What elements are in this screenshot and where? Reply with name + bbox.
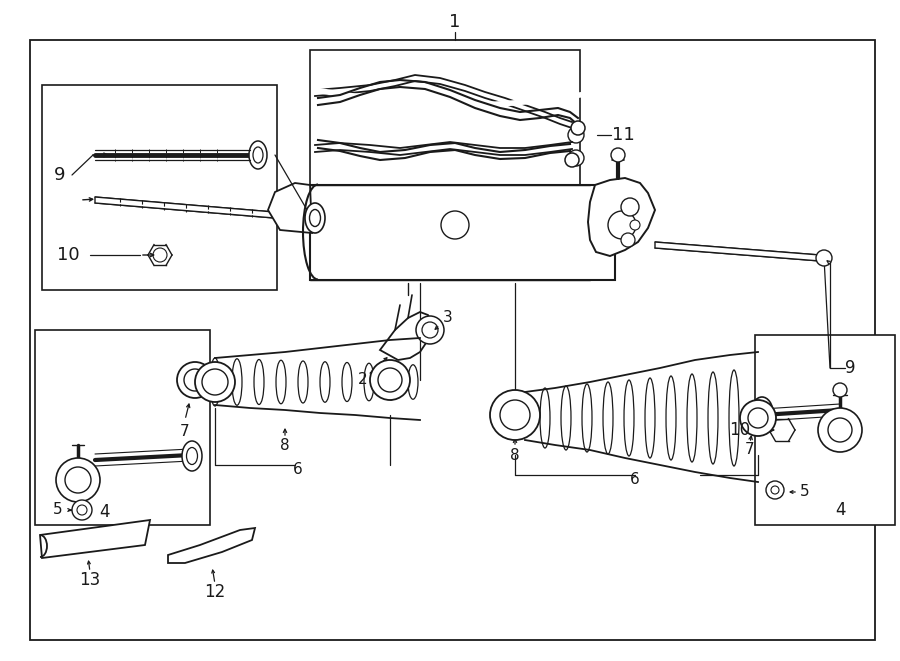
Polygon shape [40,520,150,558]
Ellipse shape [666,376,676,460]
Circle shape [490,390,540,440]
Circle shape [630,220,640,230]
Circle shape [177,362,213,398]
Text: 11: 11 [612,126,634,144]
Circle shape [416,316,444,344]
Bar [310,50,580,215]
Ellipse shape [320,362,330,403]
Ellipse shape [582,384,592,452]
Ellipse shape [729,370,739,466]
Ellipse shape [232,359,242,405]
Text: 5: 5 [53,502,63,518]
Polygon shape [380,312,432,360]
Circle shape [571,121,585,135]
Ellipse shape [298,361,308,403]
Text: 6: 6 [630,473,640,488]
Text: 8: 8 [280,438,290,453]
Bar [755,335,895,525]
Ellipse shape [276,360,286,404]
Bar [42,85,277,290]
Text: 9: 9 [54,166,66,184]
Ellipse shape [708,372,718,464]
Circle shape [568,150,584,166]
Polygon shape [268,183,312,233]
Ellipse shape [210,358,220,406]
Text: 4: 4 [835,501,845,519]
Circle shape [740,400,776,436]
Text: 9: 9 [845,359,856,377]
Text: 8: 8 [510,447,520,463]
Ellipse shape [561,386,571,450]
Text: 10: 10 [57,246,79,264]
Ellipse shape [408,365,418,399]
Ellipse shape [386,364,396,400]
Text: 1: 1 [449,13,461,31]
Circle shape [766,481,784,499]
Circle shape [441,211,469,239]
Circle shape [56,458,100,502]
Text: 5: 5 [800,485,810,500]
Circle shape [816,250,832,266]
Circle shape [608,211,636,239]
Polygon shape [168,528,255,563]
Ellipse shape [603,382,613,454]
Ellipse shape [540,388,550,448]
Text: 2: 2 [358,373,368,387]
Ellipse shape [624,380,634,456]
Text: 7: 7 [745,442,755,457]
Text: 7: 7 [180,424,190,440]
Bar [310,185,615,280]
Text: 6: 6 [293,463,303,477]
Text: 10: 10 [729,421,750,439]
Circle shape [621,198,639,216]
Circle shape [621,233,635,247]
Polygon shape [95,197,310,221]
Ellipse shape [305,203,325,233]
Circle shape [195,362,235,402]
Circle shape [833,383,847,397]
Ellipse shape [249,141,267,169]
Polygon shape [588,178,655,256]
Ellipse shape [751,397,773,429]
Ellipse shape [364,364,374,401]
Text: 4: 4 [100,503,110,521]
Bar [35,330,210,525]
Circle shape [568,127,584,143]
Ellipse shape [342,362,352,401]
Circle shape [72,500,92,520]
Text: 13: 13 [79,571,101,589]
Circle shape [370,360,410,400]
Polygon shape [655,242,820,261]
Circle shape [818,408,862,452]
Ellipse shape [254,360,264,405]
Ellipse shape [182,441,202,471]
Ellipse shape [687,374,697,462]
Circle shape [565,153,579,167]
Circle shape [611,148,625,162]
Text: 12: 12 [204,583,226,601]
Text: 3: 3 [443,311,453,325]
Ellipse shape [645,378,655,458]
